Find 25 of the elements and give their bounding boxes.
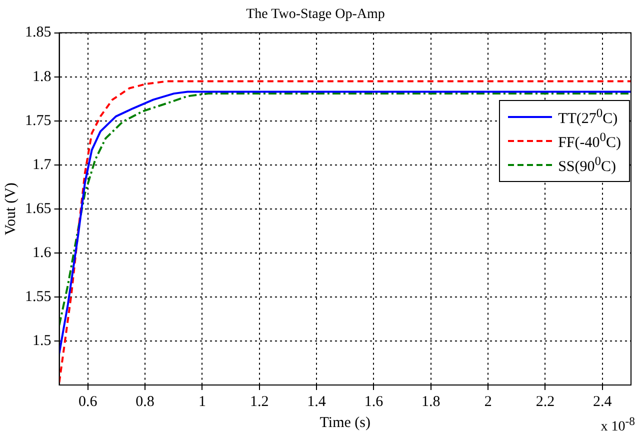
y-tick-label: 1.75 [25, 112, 52, 129]
text: x 10$^{-8}$ [600, 415, 635, 432]
legend-label: FF(-40$^{0}$C) [558, 130, 621, 152]
chart-title: The Two-Stage Op-Amp [246, 7, 385, 22]
y-tick-label: 1.55 [25, 288, 52, 305]
x-axis-title: Time (s) [320, 414, 370, 431]
y-tick-label: 1.6 [32, 244, 52, 261]
legend-label: TT(27$^{0}$C) [558, 106, 618, 128]
x-tick-label: 1.2 [250, 394, 269, 410]
x-tick-label: 0.8 [136, 394, 154, 410]
legend-label: SS(90$^{0}$C) [558, 154, 616, 176]
x-tick-label: 2.2 [536, 394, 555, 410]
x-tick-label: 1.8 [422, 394, 440, 410]
x-tick-label: 1.4 [307, 394, 326, 410]
x-tick-label: 2 [484, 394, 492, 410]
y-tick-label: 1.85 [25, 24, 52, 41]
y-tick-label: 1.5 [32, 332, 52, 349]
x-tick-label: 0.6 [78, 394, 98, 410]
y-axis-title: Vout (V) [2, 182, 19, 236]
y-tick-label: 1.65 [25, 200, 52, 217]
y-tick-label: 1.8 [32, 68, 52, 85]
y-tick-label: 1.7 [32, 156, 52, 173]
x-tick-label: 1 [198, 394, 206, 410]
x-tick-label: 1.6 [364, 394, 384, 410]
x-tick-label: 2.4 [593, 394, 612, 410]
